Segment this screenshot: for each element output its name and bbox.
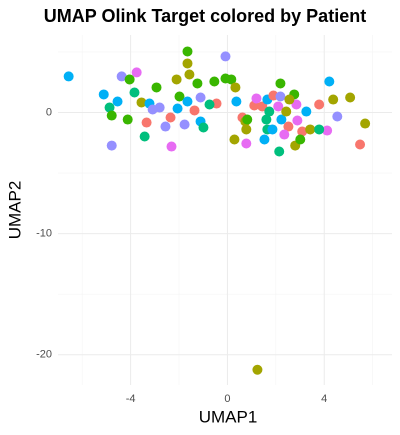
point [242,114,253,125]
point [274,146,285,157]
point [284,94,295,105]
point [301,106,312,117]
point [165,112,176,123]
point [281,106,292,117]
point [106,140,117,151]
point [98,89,109,100]
point [192,78,203,89]
point [328,94,339,105]
point [279,129,290,140]
point [230,82,241,93]
grid [58,35,392,385]
point [273,101,284,112]
point [141,117,152,128]
point [136,97,147,108]
y-tick-label: -20 [36,349,52,361]
point [324,76,335,87]
point [275,78,286,89]
x-tick-label: -4 [126,393,136,405]
point [276,114,287,125]
point [209,76,220,87]
y-tick-label: -10 [36,228,52,240]
point [291,99,302,110]
y-axis-label: UMAP2 [5,181,24,240]
point [292,115,303,126]
point [220,51,231,62]
point [174,91,185,102]
point [189,105,200,116]
point [264,106,275,117]
x-tick-label: 4 [321,393,327,405]
chart-title: UMAP Olink Target colored by Patient [44,6,366,26]
point [122,114,133,125]
point [345,92,356,103]
point [179,119,190,130]
point [160,121,171,132]
point [104,102,115,113]
point [139,131,150,142]
point [314,99,325,110]
point [166,141,177,152]
point [171,74,182,85]
point [184,69,195,80]
y-tick-label: 0 [46,106,52,118]
point [147,104,158,115]
point [259,134,270,145]
point [204,99,215,110]
point [332,111,343,122]
point [251,93,262,104]
point [231,96,242,107]
point [261,114,272,125]
point [267,124,278,135]
point [198,122,209,133]
point [283,121,294,132]
point [257,101,268,112]
point [131,67,142,78]
point [151,82,162,93]
point [195,92,206,103]
point [360,118,371,129]
x-axis-label: UMAP1 [199,407,258,426]
point [229,134,240,145]
point [182,96,193,107]
x-tick-label: 0 [224,393,230,405]
point [355,139,366,150]
point [275,91,286,102]
point [241,124,252,135]
point [116,71,127,82]
point [63,71,74,82]
point [305,124,316,135]
point [106,110,117,121]
point [297,126,308,137]
point [172,103,183,114]
point [129,87,140,98]
point [252,364,263,375]
point [112,96,123,107]
point [124,74,135,85]
point [241,138,252,149]
point [226,74,237,85]
point [314,124,325,135]
point [322,125,333,136]
point [295,134,306,145]
point [182,58,193,69]
point [182,46,193,57]
